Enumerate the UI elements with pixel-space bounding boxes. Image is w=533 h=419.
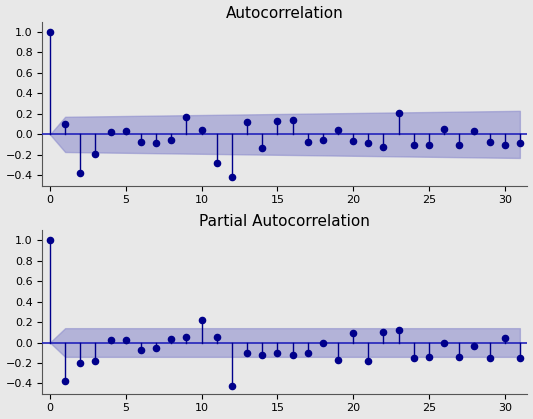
Point <box>197 317 206 323</box>
Point <box>107 337 115 344</box>
Point <box>349 137 358 144</box>
Point <box>76 170 85 177</box>
Point <box>349 330 358 336</box>
Point <box>485 354 494 361</box>
Point <box>500 335 509 342</box>
Point <box>46 28 54 35</box>
Title: Autocorrelation: Autocorrelation <box>226 5 344 21</box>
Point <box>470 128 479 134</box>
Point <box>122 128 130 134</box>
Point <box>258 145 266 151</box>
Title: Partial Autocorrelation: Partial Autocorrelation <box>199 214 370 229</box>
Point <box>425 354 433 360</box>
Point <box>409 354 418 361</box>
Point <box>76 360 85 366</box>
Point <box>288 352 297 358</box>
Point <box>46 237 54 243</box>
Point <box>136 347 145 353</box>
Point <box>182 334 191 341</box>
Point <box>122 337 130 344</box>
Point <box>515 139 524 146</box>
Point <box>303 349 312 356</box>
Point <box>167 136 175 143</box>
Point <box>500 141 509 148</box>
Point <box>425 141 433 148</box>
Point <box>136 138 145 145</box>
Point <box>152 344 160 351</box>
Point <box>213 160 221 166</box>
Point <box>470 342 479 349</box>
Point <box>379 143 387 150</box>
Point <box>197 127 206 134</box>
Point <box>228 382 236 389</box>
Point <box>61 378 69 385</box>
Point <box>213 334 221 341</box>
Point <box>107 129 115 136</box>
Point <box>379 329 387 336</box>
Point <box>288 117 297 124</box>
Point <box>440 339 448 346</box>
Point <box>167 336 175 343</box>
Point <box>182 114 191 120</box>
Point <box>243 119 251 125</box>
Point <box>152 139 160 146</box>
Point <box>273 349 281 356</box>
Point <box>485 138 494 145</box>
Point <box>394 109 403 116</box>
Point <box>364 357 373 364</box>
Point <box>61 121 69 127</box>
Point <box>273 118 281 124</box>
Point <box>334 357 342 363</box>
Point <box>303 138 312 145</box>
Point <box>394 327 403 334</box>
Point <box>440 126 448 133</box>
Point <box>515 354 524 361</box>
Point <box>228 174 236 181</box>
Point <box>409 141 418 148</box>
Point <box>243 349 251 356</box>
Point <box>455 141 464 148</box>
Point <box>91 150 100 157</box>
Point <box>364 139 373 146</box>
Point <box>258 352 266 358</box>
Point <box>319 339 327 346</box>
Point <box>91 357 100 364</box>
Point <box>455 354 464 360</box>
Point <box>334 127 342 134</box>
Point <box>319 136 327 143</box>
